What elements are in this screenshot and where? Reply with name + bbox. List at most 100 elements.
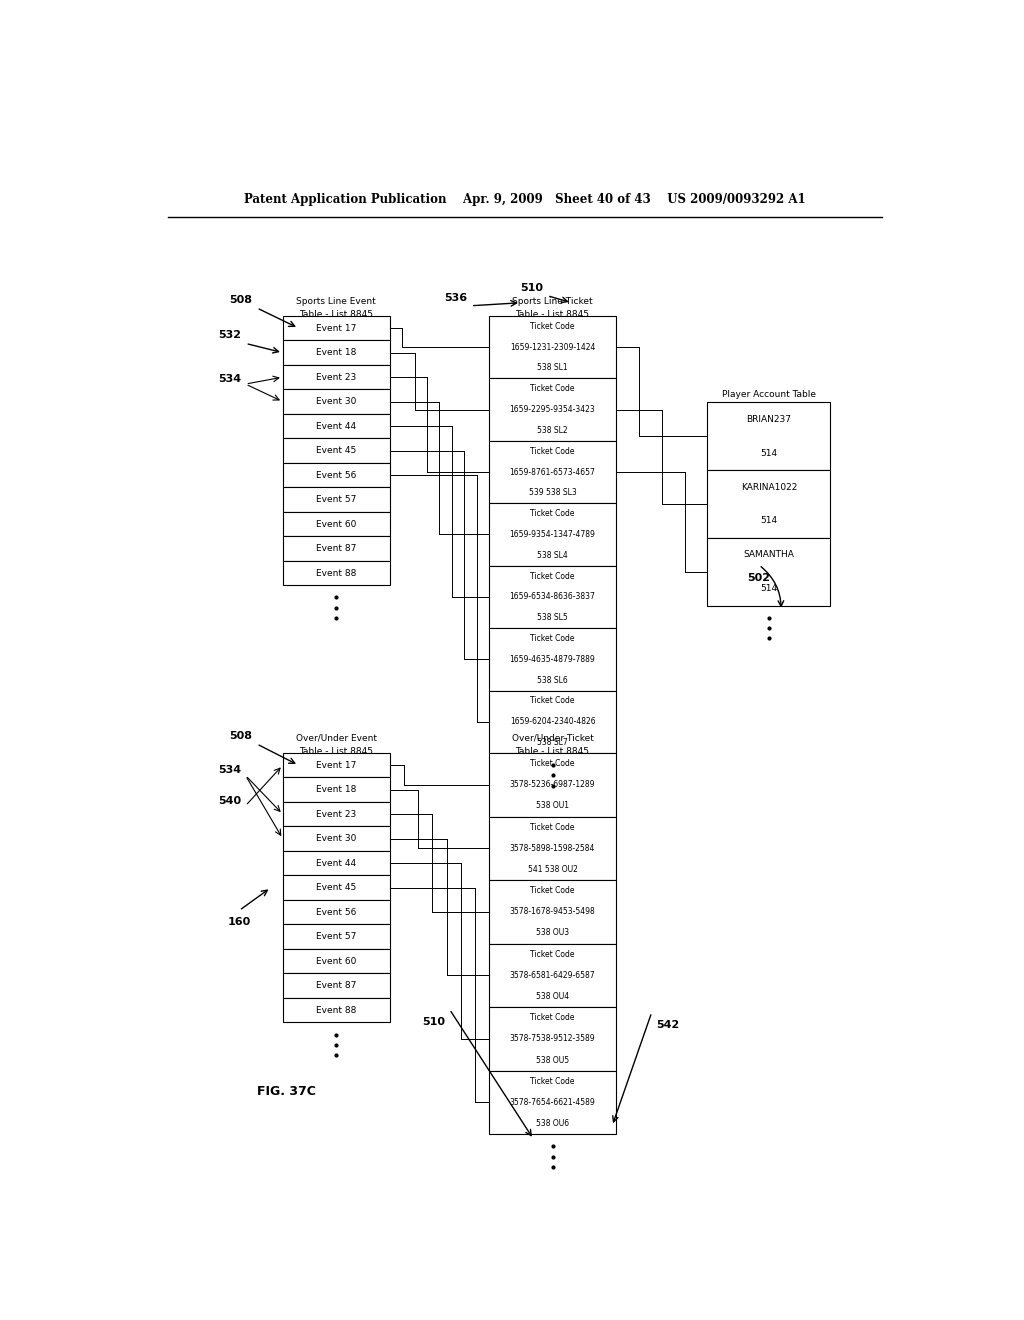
Bar <box>489 566 616 628</box>
Text: SAMANTHA: SAMANTHA <box>743 550 795 560</box>
Text: 514: 514 <box>760 516 777 525</box>
Text: 514: 514 <box>760 449 777 458</box>
Bar <box>708 537 830 606</box>
Bar <box>283 973 390 998</box>
Text: Ticket Code: Ticket Code <box>530 1077 574 1086</box>
Text: Event 17: Event 17 <box>316 760 356 770</box>
Text: Event 88: Event 88 <box>316 569 356 578</box>
Bar <box>489 1071 616 1134</box>
Text: Event 56: Event 56 <box>316 471 356 479</box>
Bar <box>283 752 390 777</box>
Text: Event 60: Event 60 <box>316 520 356 528</box>
Text: Ticket Code: Ticket Code <box>530 634 574 643</box>
Bar <box>283 949 390 973</box>
Bar <box>283 438 390 463</box>
Text: 534: 534 <box>218 374 242 384</box>
Text: Ticket Code: Ticket Code <box>530 384 574 393</box>
Bar <box>489 379 616 441</box>
Text: 538 SL4: 538 SL4 <box>538 550 568 560</box>
Bar <box>489 817 616 880</box>
Text: Ticket Code: Ticket Code <box>530 572 574 581</box>
Text: Table - List 8845: Table - List 8845 <box>299 747 374 756</box>
Bar <box>283 364 390 389</box>
Text: Ticket Code: Ticket Code <box>530 1014 574 1022</box>
Text: Event 18: Event 18 <box>316 348 356 358</box>
Text: Event 23: Event 23 <box>316 809 356 818</box>
Text: Event 87: Event 87 <box>316 544 356 553</box>
Text: 532: 532 <box>218 330 242 341</box>
Text: Ticket Code: Ticket Code <box>530 949 574 958</box>
Bar <box>708 470 830 537</box>
Bar <box>283 900 390 924</box>
Text: 508: 508 <box>229 731 253 741</box>
Text: Event 23: Event 23 <box>316 372 356 381</box>
Text: Player Account Table: Player Account Table <box>722 389 816 399</box>
Bar <box>489 441 616 503</box>
Text: Over/Under Ticket: Over/Under Ticket <box>512 734 594 743</box>
Text: Event 87: Event 87 <box>316 981 356 990</box>
Bar <box>489 944 616 1007</box>
Text: Event 56: Event 56 <box>316 908 356 916</box>
Text: BRIAN237: BRIAN237 <box>746 414 792 424</box>
Text: FIG. 37C: FIG. 37C <box>257 1085 316 1098</box>
Bar <box>283 875 390 900</box>
Text: 3578-7538-9512-3589: 3578-7538-9512-3589 <box>510 1035 595 1043</box>
Bar <box>283 315 390 341</box>
Text: Event 88: Event 88 <box>316 1006 356 1015</box>
Text: 541 538 OU2: 541 538 OU2 <box>527 865 578 874</box>
Bar <box>708 403 830 470</box>
Text: 540: 540 <box>218 796 242 805</box>
Text: 539 538 SL3: 539 538 SL3 <box>528 488 577 498</box>
Text: Over/Under Event: Over/Under Event <box>296 734 377 743</box>
Text: Ticket Code: Ticket Code <box>530 446 574 455</box>
Bar <box>283 826 390 851</box>
Text: Event 17: Event 17 <box>316 323 356 333</box>
Text: Ticket Code: Ticket Code <box>530 322 574 331</box>
Bar <box>283 998 390 1022</box>
Text: Ticket Code: Ticket Code <box>530 697 574 705</box>
Text: 538 OU6: 538 OU6 <box>536 1119 569 1129</box>
Bar <box>489 690 616 752</box>
Text: 1659-1231-2309-1424: 1659-1231-2309-1424 <box>510 343 595 351</box>
Text: 534: 534 <box>218 766 242 775</box>
Text: Patent Application Publication    Apr. 9, 2009   Sheet 40 of 43    US 2009/00932: Patent Application Publication Apr. 9, 2… <box>244 193 806 206</box>
Bar <box>489 880 616 944</box>
Text: 538 SL2: 538 SL2 <box>538 426 568 434</box>
Text: 510: 510 <box>423 1018 445 1027</box>
Text: Table - List 8845: Table - List 8845 <box>299 310 374 319</box>
Text: 1659-4635-4879-7889: 1659-4635-4879-7889 <box>510 655 595 664</box>
Bar <box>283 803 390 826</box>
Text: 1659-8761-6573-4657: 1659-8761-6573-4657 <box>510 467 596 477</box>
Text: Event 30: Event 30 <box>316 834 356 843</box>
Text: 3578-5898-1598-2584: 3578-5898-1598-2584 <box>510 843 595 853</box>
Text: Event 45: Event 45 <box>316 883 356 892</box>
Text: Table - List 8845: Table - List 8845 <box>515 310 590 319</box>
Text: 542: 542 <box>655 1020 679 1031</box>
Bar <box>283 777 390 803</box>
Text: 160: 160 <box>227 916 251 927</box>
Bar <box>283 389 390 414</box>
Text: 1659-6534-8636-3837: 1659-6534-8636-3837 <box>510 593 596 602</box>
Bar <box>283 341 390 364</box>
Bar <box>283 536 390 561</box>
Text: 538 SL7: 538 SL7 <box>538 738 568 747</box>
Text: Table - List 8845: Table - List 8845 <box>515 747 590 756</box>
Text: 538 SL5: 538 SL5 <box>538 614 568 622</box>
Bar <box>283 463 390 487</box>
Bar <box>489 503 616 566</box>
Bar <box>489 628 616 690</box>
Text: 3578-5236-6987-1289: 3578-5236-6987-1289 <box>510 780 595 789</box>
Bar <box>283 414 390 438</box>
Text: Event 18: Event 18 <box>316 785 356 795</box>
Text: Event 60: Event 60 <box>316 957 356 966</box>
Bar <box>283 487 390 512</box>
Text: Event 45: Event 45 <box>316 446 356 455</box>
Text: 508: 508 <box>229 294 253 305</box>
Text: Ticket Code: Ticket Code <box>530 822 574 832</box>
Bar <box>283 561 390 585</box>
Bar <box>283 924 390 949</box>
Text: Event 44: Event 44 <box>316 421 356 430</box>
Text: 538 OU4: 538 OU4 <box>536 993 569 1001</box>
Text: Ticket Code: Ticket Code <box>530 510 574 519</box>
Text: 514: 514 <box>760 585 777 593</box>
